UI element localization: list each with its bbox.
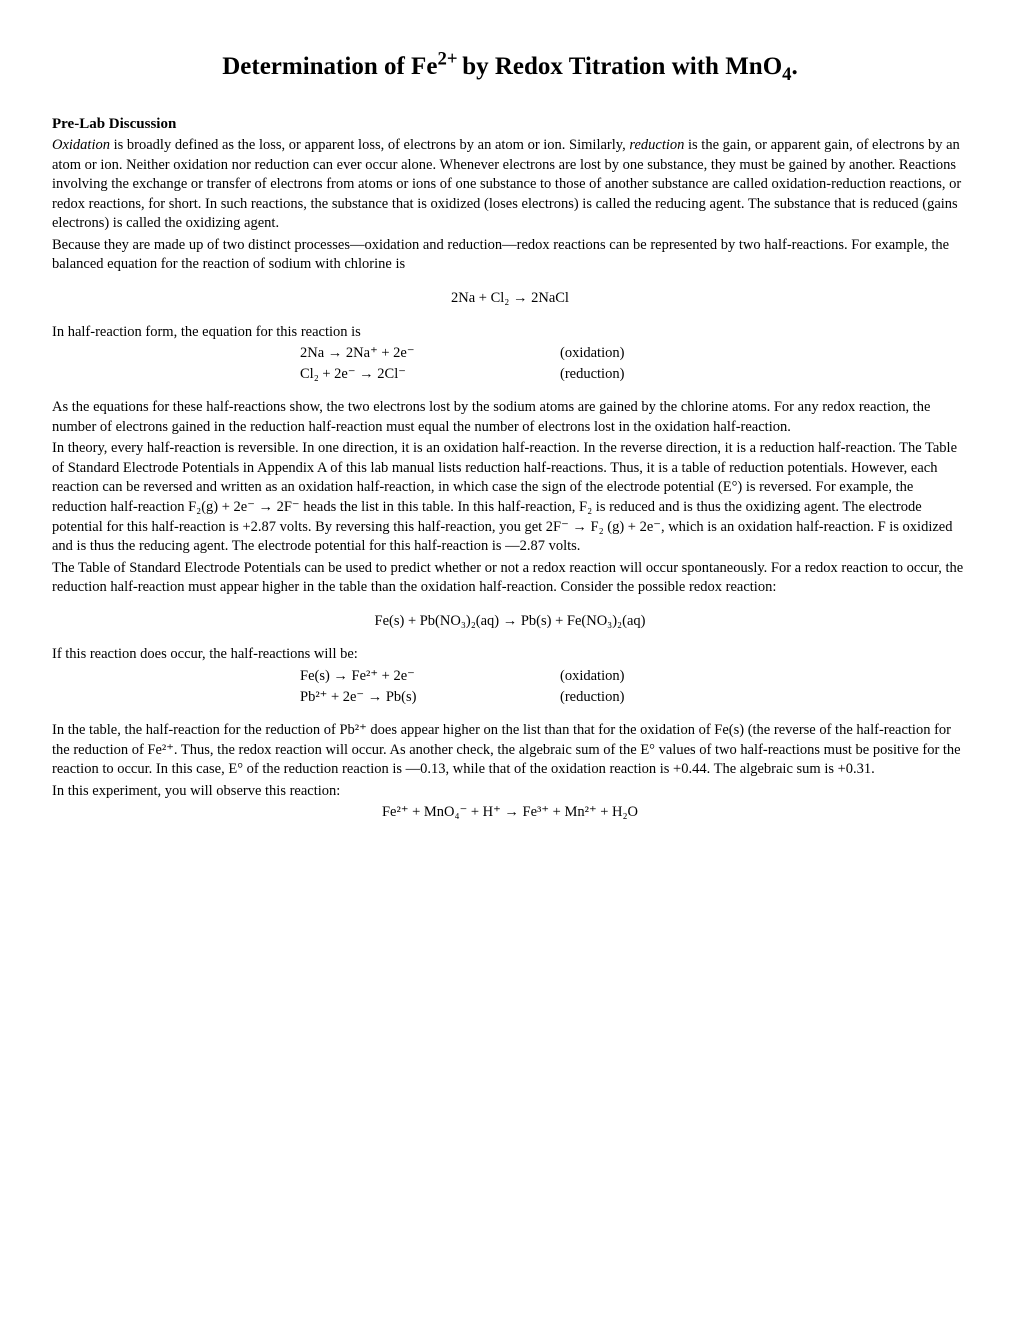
equation-1: 2Na + Cl₂ → 2NaCl (52, 289, 968, 309)
eq2b-left: Cl₂ + 2e⁻ → 2Cl⁻ (300, 365, 560, 385)
paragraph-5: In theory, every half-reaction is revers… (52, 439, 968, 556)
term-oxidation: Oxidation (52, 137, 114, 153)
paragraph-6: The Table of Standard Electrode Potentia… (52, 559, 968, 598)
paragraph-2: Because they are made up of two distinct… (52, 236, 968, 275)
term-reduction: reduction (629, 137, 684, 153)
eq4a-left: Fe(s) → Fe²⁺ + 2e⁻ (300, 667, 560, 687)
eq4b-right: (reduction) (560, 688, 720, 708)
eq2b-right: (reduction) (560, 365, 720, 385)
equation-5: Fe²⁺ + MnO₄⁻ + H⁺ → Fe³⁺ + Mn²⁺ + H₂O (52, 803, 968, 823)
section-heading: Pre-Lab Discussion (52, 114, 968, 134)
paragraph-9: In this experiment, you will observe thi… (52, 782, 968, 802)
page-title: Determination of Fe2+ by Redox Titration… (52, 50, 968, 84)
paragraph-1: Oxidation is broadly defined as the loss… (52, 136, 968, 234)
eq2a-left: 2Na → 2Na⁺ + 2e⁻ (300, 344, 560, 364)
paragraph-4: As the equations for these half-reaction… (52, 398, 968, 437)
paragraph-8: In the table, the half-reaction for the … (52, 721, 968, 780)
equation-4: Fe(s) → Fe²⁺ + 2e⁻ (oxidation) Pb²⁺ + 2e… (52, 667, 968, 707)
paragraph-3: In half-reaction form, the equation for … (52, 323, 968, 343)
eq4b-left: Pb²⁺ + 2e⁻ → Pb(s) (300, 688, 560, 708)
equation-3: Fe(s) + Pb(NO₃)₂(aq) → Pb(s) + Fe(NO₃)₂(… (52, 612, 968, 632)
eq2a-right: (oxidation) (560, 344, 720, 364)
paragraph-7: If this reaction does occur, the half-re… (52, 645, 968, 665)
eq4a-right: (oxidation) (560, 667, 720, 687)
equation-2: 2Na → 2Na⁺ + 2e⁻ (oxidation) Cl₂ + 2e⁻ →… (52, 344, 968, 384)
